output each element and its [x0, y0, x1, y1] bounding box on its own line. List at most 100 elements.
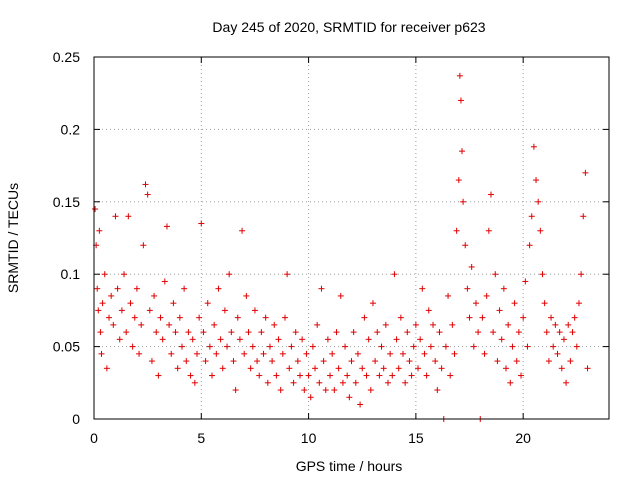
data-point: [254, 358, 261, 365]
data-point: [402, 379, 409, 386]
y-tick-label: 0.05: [53, 339, 80, 355]
data-point: [526, 242, 533, 249]
data-point: [335, 365, 342, 372]
data-point: [442, 343, 449, 350]
data-point: [256, 372, 263, 379]
data-point: [569, 329, 576, 336]
data-point: [241, 350, 248, 357]
data-point: [535, 198, 542, 205]
data-point: [578, 271, 585, 278]
data-point: [172, 329, 179, 336]
data-point: [346, 394, 353, 401]
data-point: [174, 365, 181, 372]
data-point: [472, 300, 479, 307]
data-point: [436, 329, 443, 336]
data-point: [95, 307, 102, 314]
data-point: [196, 314, 203, 321]
data-point: [571, 314, 578, 321]
data-point: [348, 358, 355, 365]
data-point: [376, 372, 383, 379]
data-point: [483, 292, 490, 299]
x-tick-label: 10: [301, 430, 317, 446]
data-point: [505, 321, 512, 328]
data-point: [221, 307, 228, 314]
data-point: [333, 329, 340, 336]
data-point: [459, 148, 466, 155]
data-point: [533, 177, 540, 184]
x-axis-label: GPS time / hours: [296, 458, 403, 474]
data-point: [456, 72, 463, 79]
data-point: [307, 394, 314, 401]
data-point: [163, 223, 170, 230]
data-point: [339, 379, 346, 386]
data-point: [273, 372, 280, 379]
data-point: [357, 401, 364, 408]
data-point: [279, 350, 286, 357]
y-tick-label: 0.2: [61, 121, 81, 137]
data-point: [395, 365, 402, 372]
data-point: [389, 372, 396, 379]
data-point: [487, 191, 494, 198]
data-point: [393, 336, 400, 343]
data-point: [524, 343, 531, 350]
data-point: [408, 372, 415, 379]
x-tick-label: 20: [515, 430, 531, 446]
data-point: [286, 365, 293, 372]
data-point: [541, 300, 548, 307]
data-point: [384, 379, 391, 386]
data-point: [363, 372, 370, 379]
data-point: [226, 271, 233, 278]
data-point: [99, 300, 106, 307]
data-point: [421, 350, 428, 357]
data-point: [189, 336, 196, 343]
data-point: [178, 343, 185, 350]
data-point: [412, 321, 419, 328]
data-point: [108, 292, 115, 299]
data-point: [200, 329, 207, 336]
data-point: [301, 387, 308, 394]
data-point: [106, 314, 113, 321]
data-point: [410, 343, 417, 350]
data-point: [155, 372, 162, 379]
data-point: [316, 379, 323, 386]
data-point: [494, 358, 501, 365]
data-point: [496, 307, 503, 314]
data-point: [498, 336, 505, 343]
data-point: [372, 358, 379, 365]
data-point: [217, 336, 224, 343]
data-point: [470, 343, 477, 350]
data-point: [260, 350, 267, 357]
data-point: [247, 365, 254, 372]
data-point: [423, 372, 430, 379]
data-point: [125, 213, 132, 220]
data-point: [580, 213, 587, 220]
data-point: [380, 365, 387, 372]
data-point: [168, 350, 175, 357]
data-point: [191, 379, 198, 386]
data-point: [528, 213, 535, 220]
data-point: [166, 321, 173, 328]
data-point: [447, 372, 454, 379]
data-point: [365, 336, 372, 343]
data-point: [271, 321, 278, 328]
data-point: [133, 285, 140, 292]
data-point: [98, 350, 105, 357]
data-point: [277, 387, 284, 394]
data-points-layer: [92, 72, 591, 422]
data-point: [563, 379, 570, 386]
data-point: [288, 343, 295, 350]
data-point: [438, 365, 445, 372]
data-point: [369, 300, 376, 307]
data-point: [234, 314, 241, 321]
data-point: [387, 350, 394, 357]
data-point: [202, 358, 209, 365]
data-point: [530, 143, 537, 150]
data-point: [118, 307, 125, 314]
data-point: [354, 350, 361, 357]
data-point: [181, 285, 188, 292]
data-point: [522, 278, 529, 285]
data-point: [537, 227, 544, 234]
data-point: [292, 329, 299, 336]
data-point: [329, 350, 336, 357]
